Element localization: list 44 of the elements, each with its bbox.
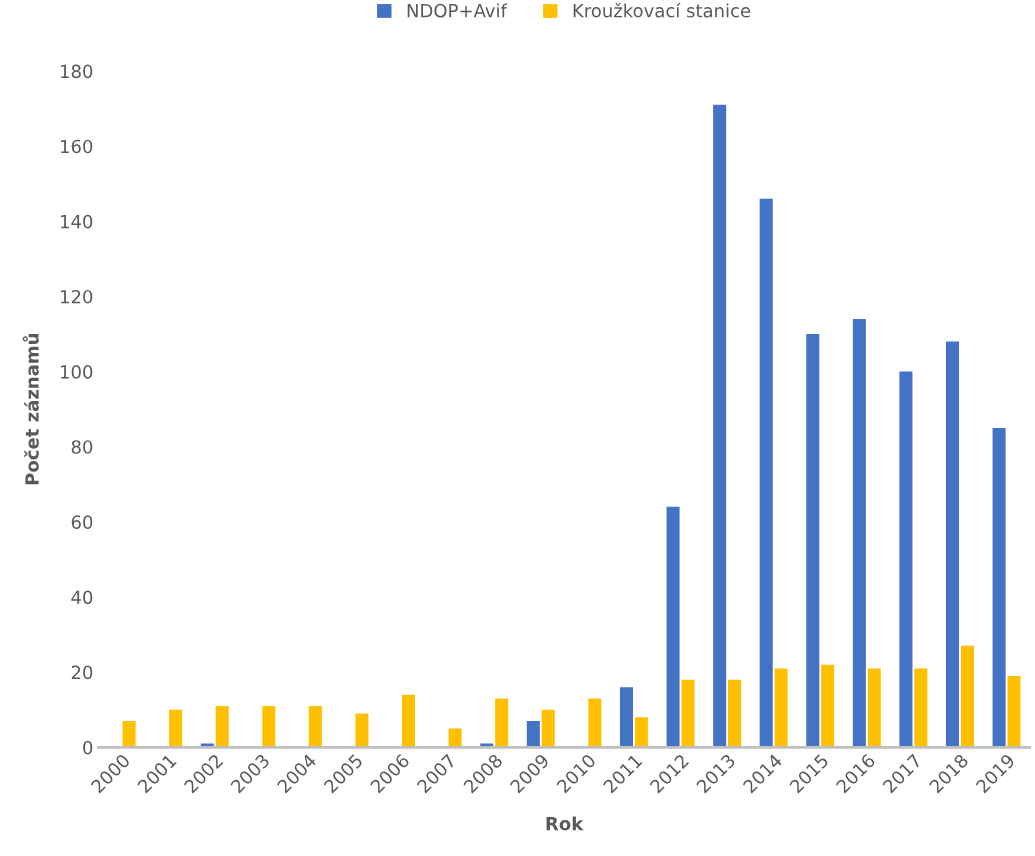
bar xyxy=(448,728,462,748)
legend-label: Kroužkovací stanice xyxy=(573,2,751,18)
y-tick-label: 40 xyxy=(71,590,93,605)
bar xyxy=(215,705,229,748)
y-tick-label: 140 xyxy=(60,214,93,229)
bar xyxy=(960,645,974,748)
y-tick-label: 180 xyxy=(60,64,93,79)
y-tick-label: 100 xyxy=(60,365,93,379)
bar xyxy=(619,687,634,748)
bar xyxy=(1007,675,1021,748)
y-tick-label: 20 xyxy=(71,665,93,680)
bar xyxy=(355,713,369,748)
bar xyxy=(401,694,416,748)
bar xyxy=(867,668,881,748)
y-tick-label: 120 xyxy=(60,289,93,304)
y-tick-label: 60 xyxy=(71,515,93,529)
bar xyxy=(541,709,555,748)
bar xyxy=(914,668,928,748)
bar xyxy=(852,319,866,748)
y-tick-label: 80 xyxy=(71,440,93,454)
bar xyxy=(588,698,602,748)
y-axis-title: Počet záznamů xyxy=(22,333,39,485)
bar xyxy=(666,506,680,748)
bar xyxy=(821,664,835,748)
bar xyxy=(713,104,727,748)
bar xyxy=(759,198,773,748)
x-axis-title: Rok xyxy=(546,816,584,831)
bar xyxy=(945,341,960,748)
y-tick-label: 0 xyxy=(83,740,93,755)
bar xyxy=(169,709,183,748)
bar xyxy=(634,717,648,748)
bar xyxy=(262,705,276,748)
bar xyxy=(806,334,820,748)
bar xyxy=(495,698,509,748)
bar xyxy=(681,679,695,748)
bar xyxy=(122,720,136,748)
bar xyxy=(774,668,788,748)
legend-label: NDOP+Avif xyxy=(407,3,508,18)
bar xyxy=(992,427,1006,748)
bar xyxy=(899,371,913,748)
bar xyxy=(728,679,742,748)
bar xyxy=(308,705,322,748)
bar xyxy=(526,720,540,748)
y-tick-label: 160 xyxy=(60,139,93,154)
